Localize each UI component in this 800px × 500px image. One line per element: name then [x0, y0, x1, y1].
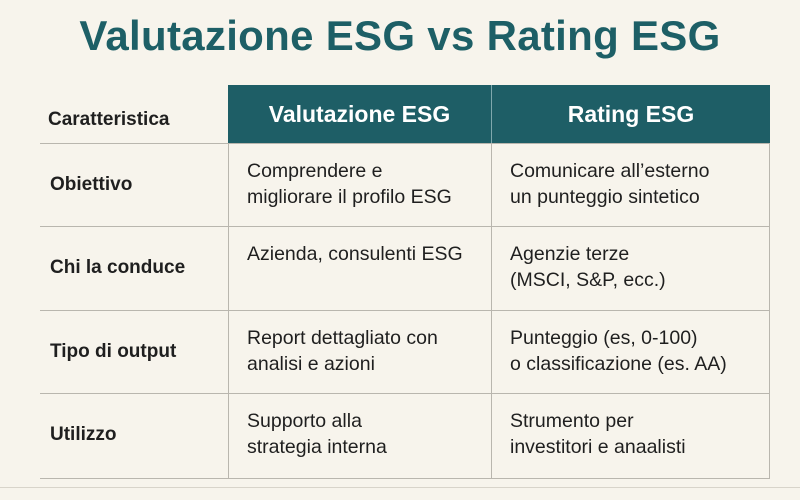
rating-cell: Agenzie terze (MSCI, S&P, ecc.): [492, 227, 770, 311]
row-label: Chi la conduce: [50, 257, 186, 278]
cell-line: Agenzie terze: [510, 243, 630, 265]
valutazione-cell: Report dettagliato con analisi e azioni: [228, 311, 492, 394]
table-row-tipo-di-output: Tipo di output Report dettagliato con an…: [40, 310, 770, 394]
row-label: Utilizzo: [50, 424, 117, 445]
cell-line: Azienda, consulenti ESG: [247, 243, 463, 265]
comparison-table: Caratteristica Valutazione ESG Rating ES…: [40, 85, 770, 479]
bottom-divider: [0, 487, 800, 488]
cell-line: o classificazione (es. AA): [510, 353, 727, 375]
cell-line: Punteggio (es, 0-100): [510, 327, 698, 349]
valutazione-cell: Comprendere e migliorare il profilo ESG: [228, 144, 492, 227]
cell-line: Comprendere e: [247, 160, 383, 182]
cell-line: Supporto alla: [247, 410, 362, 432]
rating-cell: Comunicare all’esterno un punteggio sint…: [492, 144, 770, 227]
rating-cell: Punteggio (es, 0-100) o classificazione …: [492, 311, 770, 394]
cell-line: Report dettagliato con: [247, 327, 438, 349]
cell-line: strategia interna: [247, 436, 387, 458]
cell-line: migliorare il profilo ESG: [247, 186, 452, 208]
cell-line: investitori e anaalisti: [510, 436, 686, 458]
table-row-chi-la-conduce: Chi la conduce Azienda, consulenti ESG A…: [40, 226, 770, 311]
rating-cell: Strumento per investitori e anaalisti: [492, 394, 770, 478]
table-row-utilizzo: Utilizzo Supporto alla strategia interna…: [40, 393, 770, 479]
valutazione-cell: Supporto alla strategia interna: [228, 394, 492, 478]
table-header-row: Caratteristica Valutazione ESG Rating ES…: [40, 85, 770, 143]
cell-line: Comunicare all’esterno: [510, 160, 710, 182]
row-label: Tipo di output: [50, 341, 177, 362]
valutazione-cell: Azienda, consulenti ESG: [228, 227, 492, 311]
cell-line: un punteggio sintetico: [510, 186, 700, 208]
header-caratteristica: Caratteristica: [48, 109, 170, 130]
row-label: Obiettivo: [50, 174, 133, 195]
header-valutazione-esg: Valutazione ESG: [228, 85, 492, 143]
cell-line: analisi e azioni: [247, 353, 375, 375]
cell-line: (MSCI, S&P, ecc.): [510, 269, 666, 291]
table-row-obiettivo: Obiettivo Comprendere e migliorare il pr…: [40, 143, 770, 227]
page-title: Valutazione ESG vs Rating ESG: [79, 12, 721, 59]
header-rating-esg: Rating ESG: [492, 85, 770, 143]
cell-line: Strumento per: [510, 410, 634, 432]
